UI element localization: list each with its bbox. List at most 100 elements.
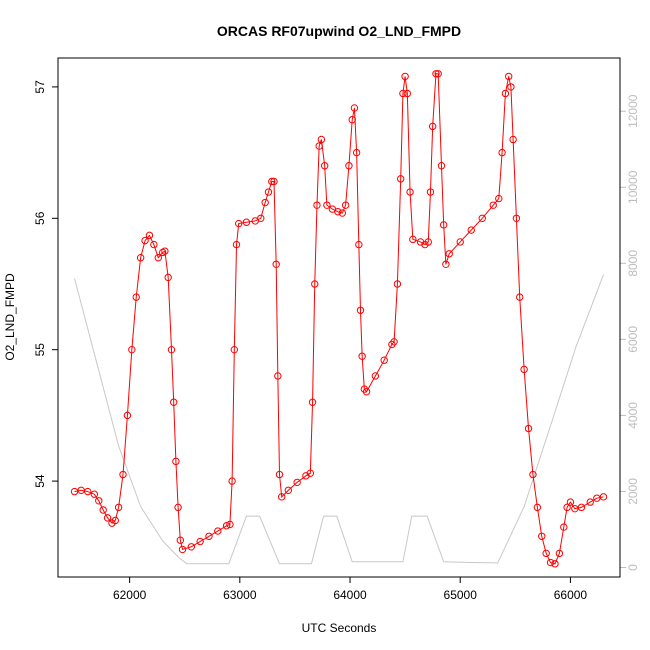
data-point xyxy=(99,506,107,514)
data-point xyxy=(187,543,196,551)
data-point xyxy=(439,221,448,229)
data-point xyxy=(393,280,402,288)
data-point xyxy=(426,188,435,196)
secondary-series xyxy=(74,274,604,565)
chart-title: ORCAS RF07upwind O2_LND_FMPD xyxy=(217,23,461,39)
data-point xyxy=(356,306,365,314)
data-point xyxy=(498,148,506,157)
data-point xyxy=(90,490,99,498)
data-point xyxy=(317,135,326,144)
data-point xyxy=(409,235,417,244)
data-point xyxy=(119,470,127,479)
secondary-series-line xyxy=(74,274,604,565)
data-point xyxy=(123,411,132,420)
y-axis-label: O2_LND_FMPD xyxy=(3,273,17,361)
data-point xyxy=(334,208,342,216)
y2-tick-label: 4000 xyxy=(626,402,640,429)
data-point xyxy=(111,516,120,525)
data-point xyxy=(489,201,497,209)
primary-series xyxy=(70,70,608,568)
data-point xyxy=(577,503,586,512)
data-point xyxy=(103,514,112,522)
y-tick-label: 56 xyxy=(33,211,47,225)
data-point xyxy=(228,477,236,485)
data-point xyxy=(424,238,432,246)
data-point xyxy=(348,116,356,124)
data-point xyxy=(170,398,178,406)
data-point xyxy=(437,162,446,170)
data-point xyxy=(520,365,528,374)
data-point xyxy=(358,352,366,360)
data-point xyxy=(226,520,234,529)
data-point xyxy=(345,162,353,170)
data-point xyxy=(230,345,239,354)
data-point xyxy=(403,89,412,98)
data-point xyxy=(293,478,301,487)
data-point xyxy=(509,135,517,144)
data-point xyxy=(222,522,231,530)
data-point xyxy=(456,238,464,246)
x-tick-label: 62000 xyxy=(113,588,147,602)
data-point xyxy=(232,240,241,249)
data-point xyxy=(132,293,140,301)
data-point xyxy=(380,356,388,364)
data-point xyxy=(264,188,273,196)
data-point xyxy=(270,177,278,186)
data-point xyxy=(172,457,180,466)
data-point xyxy=(566,498,575,506)
y-tick-label: 54 xyxy=(33,474,47,488)
plot-frame xyxy=(57,57,621,578)
data-point xyxy=(274,372,282,380)
data-point xyxy=(277,493,286,501)
data-point xyxy=(542,549,550,558)
y-axis-right: 0 2000 4000 6000 8000 10000 12000 xyxy=(619,94,640,571)
data-point xyxy=(84,487,92,496)
data-point xyxy=(390,338,398,346)
y-axis-left: 54 55 56 57 xyxy=(33,80,59,488)
data-point xyxy=(434,70,442,78)
data-point xyxy=(445,250,453,258)
data-point xyxy=(136,254,145,262)
data-point xyxy=(311,280,319,288)
data-point xyxy=(428,122,437,131)
x-tick-label: 65000 xyxy=(444,588,478,602)
data-point xyxy=(524,424,533,433)
x-tick-label: 63000 xyxy=(223,588,257,602)
data-point xyxy=(114,503,123,512)
data-point xyxy=(242,218,251,226)
y2-tick-label: 12000 xyxy=(626,94,640,128)
data-point xyxy=(161,247,169,255)
data-point xyxy=(352,148,361,157)
y2-tick-label: 2000 xyxy=(626,478,640,505)
data-point xyxy=(315,142,323,150)
data-point xyxy=(432,70,440,78)
data-point xyxy=(275,470,284,479)
data-point xyxy=(178,545,187,554)
data-point xyxy=(467,226,475,234)
data-point xyxy=(272,260,280,268)
data-point xyxy=(176,536,185,544)
data-point xyxy=(235,219,243,228)
data-point xyxy=(401,72,409,81)
data-point xyxy=(154,254,162,262)
data-point xyxy=(350,104,359,112)
data-point xyxy=(442,260,450,268)
data-point xyxy=(355,240,363,249)
data-point xyxy=(555,549,564,558)
data-point xyxy=(516,293,524,301)
data-point xyxy=(586,498,594,506)
data-point xyxy=(174,503,182,512)
data-point xyxy=(257,214,265,222)
data-point xyxy=(538,532,546,540)
data-point xyxy=(563,503,571,512)
y2-tick-label: 10000 xyxy=(626,170,640,204)
data-point xyxy=(551,560,559,568)
data-point xyxy=(196,537,204,546)
x-tick-label: 64000 xyxy=(333,588,367,602)
data-point xyxy=(95,497,103,505)
data-point xyxy=(397,175,405,183)
data-point xyxy=(323,201,331,209)
data-point xyxy=(533,503,542,512)
y-tick-label: 55 xyxy=(33,343,47,357)
